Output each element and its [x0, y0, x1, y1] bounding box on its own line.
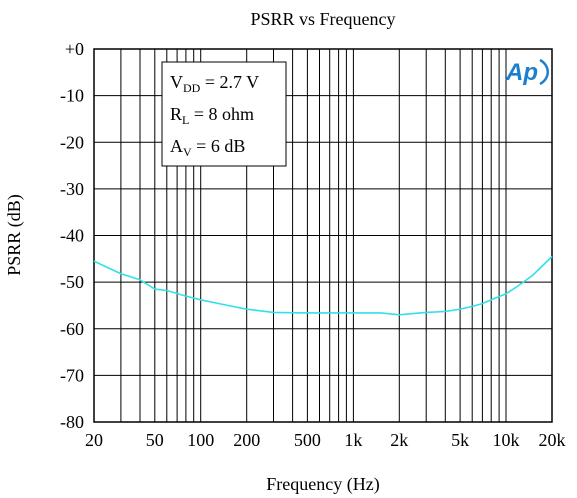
- y-tick-label: -50: [60, 272, 84, 292]
- x-axis-label: Frequency (Hz): [266, 474, 379, 495]
- chart-title: PSRR vs Frequency: [250, 9, 395, 29]
- x-tick-label: 20: [85, 430, 103, 450]
- x-tick-label: 2k: [390, 430, 408, 450]
- y-tick-label: -20: [60, 132, 84, 152]
- plot-area: [93, 48, 553, 423]
- x-tick-label: 100: [187, 430, 214, 450]
- y-axis-label: PSRR (dB): [4, 194, 25, 276]
- x-tick-label: 200: [233, 430, 260, 450]
- annotation-av: AV = 6 dB: [170, 136, 245, 159]
- x-tick-label: 10k: [493, 430, 520, 450]
- y-tick-label: -70: [60, 365, 84, 385]
- y-tick-label: -60: [60, 319, 84, 339]
- y-tick-label: -80: [60, 412, 84, 432]
- y-tick-label: -40: [60, 226, 84, 246]
- y-tick-label: +0: [65, 39, 84, 59]
- annotation-vdd: VDD = 2.7 V: [170, 72, 259, 95]
- x-tick-label: 5k: [451, 430, 469, 450]
- x-tick-labels: 20 50 100 200 500 1k 2k 5k 10k 20k: [85, 430, 566, 450]
- x-tick-label: 1k: [344, 430, 362, 450]
- svg-text:Ap: Ap: [505, 59, 538, 86]
- annotation-box: VDD = 2.7 V RL = 8 ohm AV = 6 dB: [161, 61, 287, 167]
- psrr-series-line: [93, 255, 553, 316]
- y-tick-label: -30: [60, 179, 84, 199]
- y-tick-labels: +0 -10 -20 -30 -40 -50 -60 -70 -80: [60, 39, 84, 432]
- x-tick-label: 500: [294, 430, 321, 450]
- ap-logo: Ap: [505, 58, 550, 86]
- x-tick-label: 20k: [539, 430, 566, 450]
- annotation-rl: RL = 8 ohm: [170, 104, 254, 127]
- x-tick-label: 50: [146, 430, 164, 450]
- y-tick-label: -10: [60, 86, 84, 106]
